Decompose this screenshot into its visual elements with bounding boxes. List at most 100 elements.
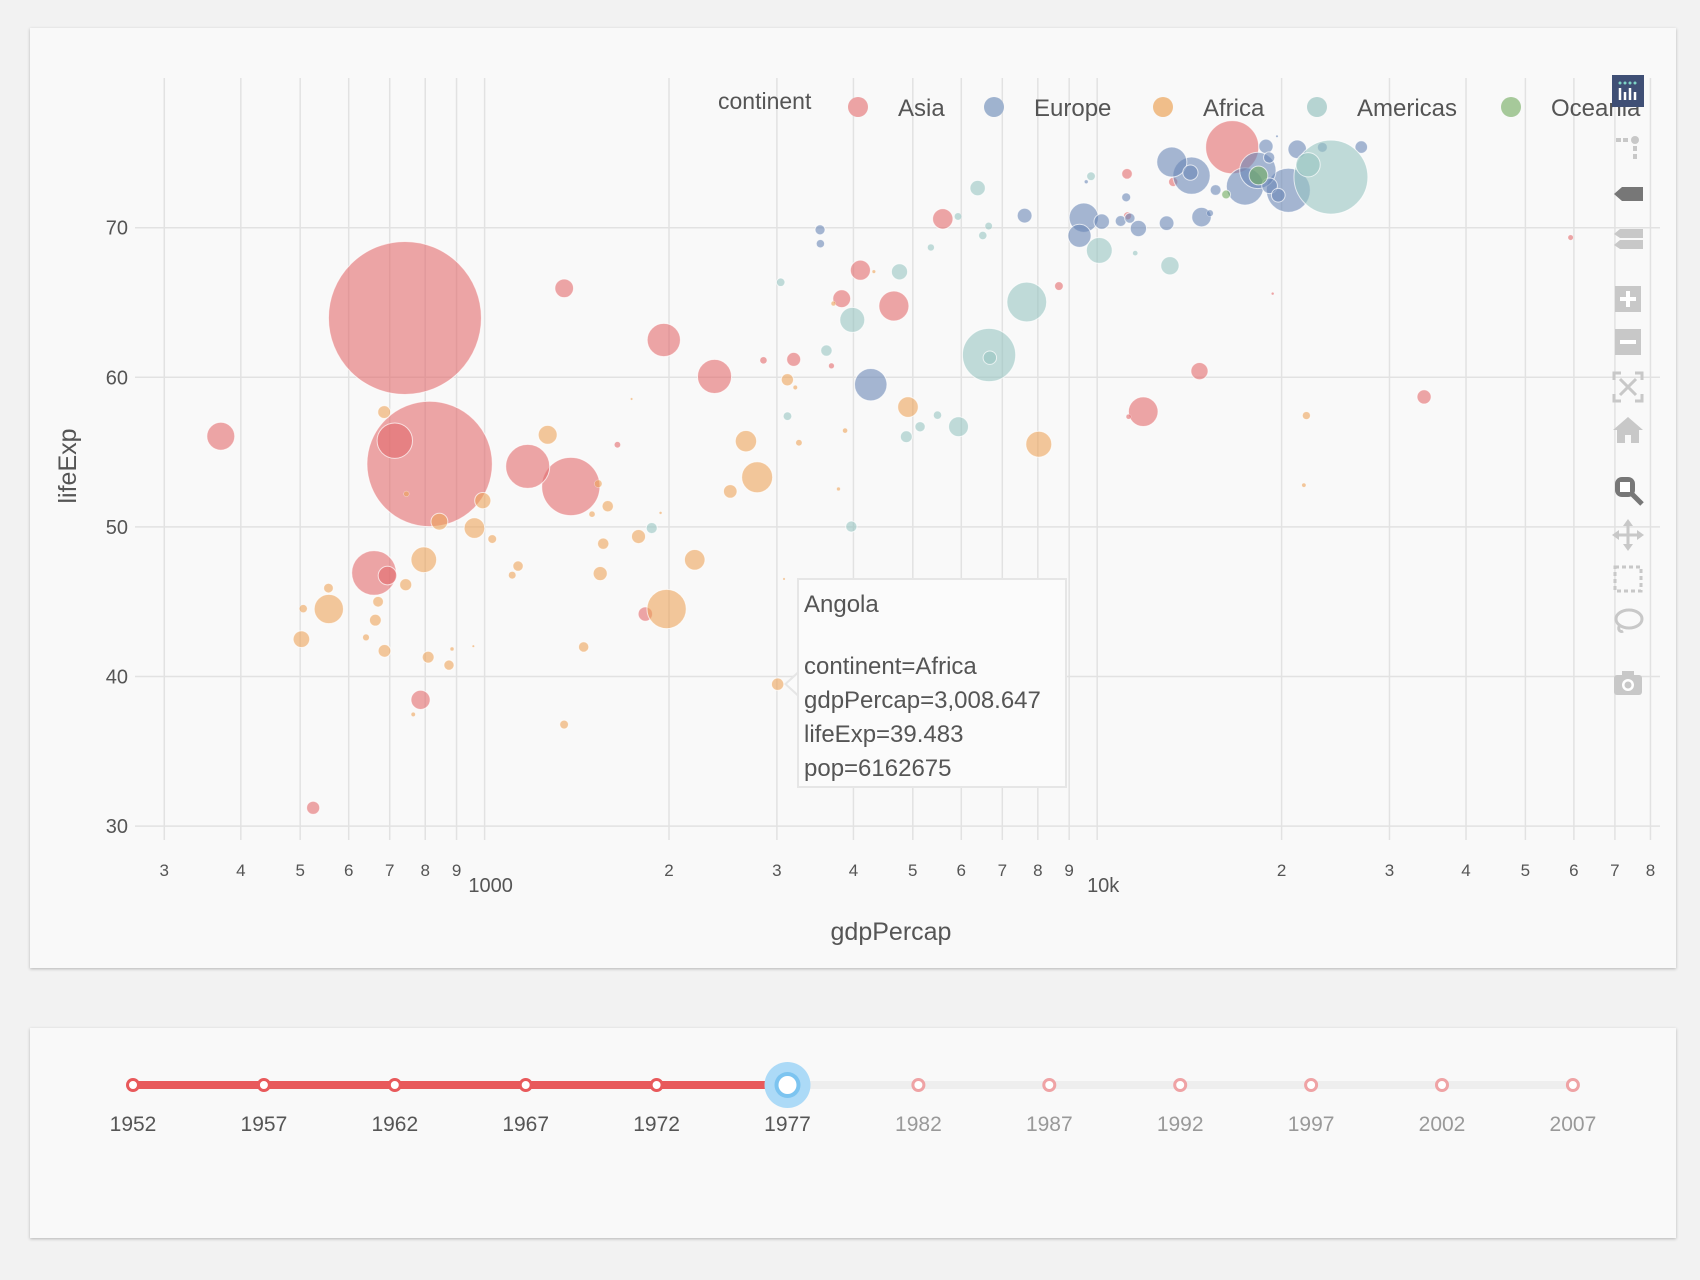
slider-step-1997[interactable] xyxy=(1304,1078,1319,1092)
bubble-point[interactable] xyxy=(410,689,431,710)
bubble-point[interactable] xyxy=(741,461,774,494)
bubble-point[interactable] xyxy=(630,397,633,401)
bubble-point[interactable] xyxy=(292,630,311,648)
slider-label-1952[interactable]: 1952 xyxy=(110,1113,157,1136)
bubble-point[interactable] xyxy=(1301,482,1307,488)
bubble-point[interactable] xyxy=(505,443,551,489)
legend-item-americas[interactable]: Americas xyxy=(1357,95,1457,122)
bubble-point[interactable] xyxy=(1190,362,1209,381)
bubble-point[interactable] xyxy=(849,259,871,281)
bubble-point[interactable] xyxy=(978,230,988,241)
slider-step-2007[interactable] xyxy=(1565,1078,1580,1092)
box-select-button[interactable] xyxy=(1611,562,1645,596)
bubble-point[interactable] xyxy=(1158,215,1175,232)
bubble-point[interactable] xyxy=(1270,187,1286,203)
bubble-point[interactable] xyxy=(1085,236,1113,264)
slider-step-1982[interactable] xyxy=(911,1078,926,1092)
camera-button[interactable] xyxy=(1611,666,1645,700)
bubble-point[interactable] xyxy=(1301,410,1311,421)
bubble-point[interactable] xyxy=(982,350,998,365)
slider-step-1972[interactable] xyxy=(649,1078,664,1092)
bubble-point[interactable] xyxy=(1156,146,1188,178)
bubble-point[interactable] xyxy=(471,644,475,648)
bubble-point[interactable] xyxy=(775,277,786,288)
hover-closest-button[interactable] xyxy=(1611,177,1645,211)
hover-compare-button[interactable] xyxy=(1611,222,1645,256)
bubble-point[interactable] xyxy=(541,456,601,517)
bubble-point[interactable] xyxy=(932,208,954,230)
bubble-point[interactable] xyxy=(313,593,344,625)
bubble-point[interactable] xyxy=(734,429,758,453)
pan-button[interactable] xyxy=(1611,518,1645,552)
bubble-point[interactable] xyxy=(795,439,803,447)
bubble-point[interactable] xyxy=(474,492,492,510)
bubble-point[interactable] xyxy=(1127,396,1159,428)
bubble-point[interactable] xyxy=(554,278,575,299)
bubble-point[interactable] xyxy=(878,290,910,322)
bubble-point[interactable] xyxy=(1160,256,1180,276)
bubble-point[interactable] xyxy=(1275,134,1279,138)
bubble-point[interactable] xyxy=(683,549,706,571)
bubble-point[interactable] xyxy=(1006,281,1048,323)
zoom-out-button[interactable] xyxy=(1611,325,1645,359)
bubble-point[interactable] xyxy=(577,641,590,653)
slider-label-1982[interactable]: 1982 xyxy=(895,1113,942,1136)
bubble-point[interactable] xyxy=(377,565,398,586)
bubble-point[interactable] xyxy=(1416,389,1432,405)
bubble-point[interactable] xyxy=(814,224,826,236)
bubble-point[interactable] xyxy=(984,222,993,230)
bubble-point[interactable] xyxy=(306,800,321,815)
slider-step-1987[interactable] xyxy=(1042,1078,1057,1092)
bubble-point[interactable] xyxy=(770,677,785,691)
bubble-point[interactable] xyxy=(323,582,334,594)
bubble-point[interactable] xyxy=(1209,184,1222,196)
bubble-point[interactable] xyxy=(368,613,382,627)
bubble-point[interactable] xyxy=(830,300,837,307)
year-slider[interactable]: 1952 1957 1962 1967 1972 1977 1982 1987 1992 1997… xyxy=(110,1062,1597,1136)
bubble-point[interactable] xyxy=(1258,138,1274,154)
slider-label-1997[interactable]: 1997 xyxy=(1288,1113,1335,1136)
bubble-point[interactable] xyxy=(645,522,658,535)
bubble-point[interactable] xyxy=(1086,171,1096,182)
bubble-point[interactable] xyxy=(421,650,435,664)
slider-step-1952[interactable] xyxy=(126,1078,140,1092)
bubble-point[interactable] xyxy=(1025,430,1053,458)
bubble-point[interactable] xyxy=(410,712,416,717)
bubble-point[interactable] xyxy=(1093,213,1110,230)
bubble-point[interactable] xyxy=(969,179,986,197)
legend-marker-oceania[interactable] xyxy=(1501,97,1521,117)
bubble-point[interactable] xyxy=(594,479,603,488)
bubble-point[interactable] xyxy=(759,356,768,365)
bubble-point[interactable] xyxy=(646,322,681,358)
bubble-point[interactable] xyxy=(927,243,935,252)
legend-marker-europe[interactable] xyxy=(984,97,1004,117)
bubble-point[interactable] xyxy=(1293,139,1369,215)
slider-step-1992[interactable] xyxy=(1173,1078,1188,1092)
bubble-point[interactable] xyxy=(1129,219,1148,238)
bubble-point[interactable] xyxy=(722,484,738,499)
legend-marker-africa[interactable] xyxy=(1153,97,1173,117)
slider-label-2007[interactable]: 2007 xyxy=(1550,1113,1597,1136)
bubble-point[interactable] xyxy=(559,719,570,730)
bubble-point[interactable] xyxy=(449,646,455,652)
bubble-point[interactable] xyxy=(1191,206,1212,228)
bubble-point[interactable] xyxy=(782,411,793,422)
bubble-point[interactable] xyxy=(1567,234,1574,241)
bubble-point[interactable] xyxy=(463,517,486,539)
slider-label-1957[interactable]: 1957 xyxy=(241,1113,288,1136)
bubble-point[interactable] xyxy=(890,263,909,281)
bubble-point[interactable] xyxy=(1121,192,1132,203)
legend-item-asia[interactable]: Asia xyxy=(898,95,945,122)
bubble-point[interactable] xyxy=(1016,207,1033,224)
bubble-point[interactable] xyxy=(828,362,835,369)
bubble-point[interactable] xyxy=(1124,212,1136,224)
bubble-point[interactable] xyxy=(839,306,866,333)
bubble-point[interactable] xyxy=(1263,151,1276,164)
bubble-point[interactable] xyxy=(899,430,913,444)
bubble-point[interactable] xyxy=(782,577,786,581)
bubble-point[interactable] xyxy=(362,633,370,641)
bubble-point[interactable] xyxy=(377,405,392,420)
bubble-point[interactable] xyxy=(399,578,413,592)
bubble-point[interactable] xyxy=(1221,189,1232,200)
slider-step-1957[interactable] xyxy=(256,1078,271,1092)
